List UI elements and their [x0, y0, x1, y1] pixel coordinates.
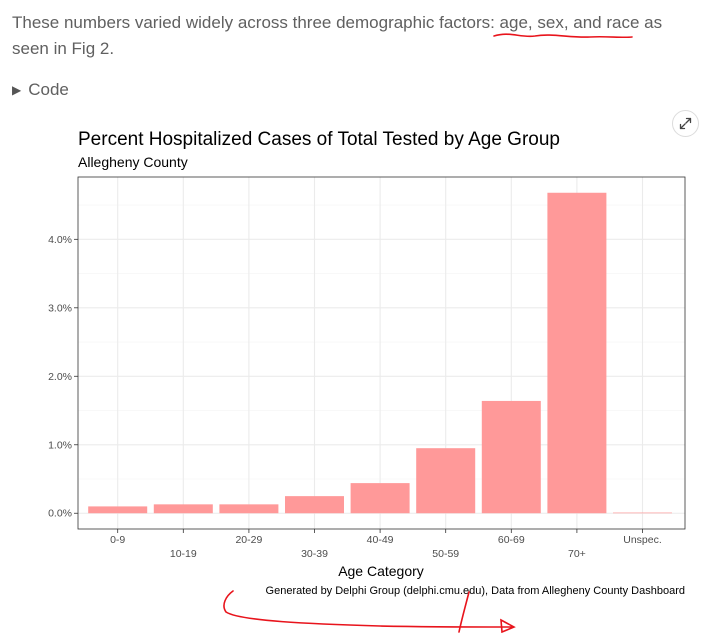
expand-arrows-icon — [679, 117, 692, 130]
bar-09 — [88, 506, 148, 514]
x-tick-label: 0-9 — [110, 534, 125, 546]
bar-6069 — [481, 400, 541, 514]
code-toggle[interactable]: ▶ Code — [12, 80, 69, 100]
triangle-right-icon: ▶ — [12, 83, 22, 97]
bars — [88, 192, 672, 514]
x-tick-label: 50-59 — [432, 548, 459, 560]
bar-unspec — [613, 512, 672, 514]
plot-panel — [77, 176, 686, 530]
chart-subtitle: Allegheny County — [78, 154, 188, 170]
expand-button[interactable] — [672, 110, 699, 137]
x-axis: 0-9 10-19 20-29 30-39 40-49 50-59 60-69 70+ Unsp… — [110, 529, 662, 560]
y-tick-label: 2.0% — [48, 371, 72, 383]
x-tick-label: 70+ — [568, 548, 586, 560]
x-tick-label: 60-69 — [498, 534, 525, 546]
arrow-annotation — [223, 590, 516, 633]
y-tick-label: 1.0% — [48, 439, 72, 451]
intro-paragraph: These numbers varied widely across three… — [12, 13, 663, 58]
bar-70 — [547, 192, 607, 514]
bar-1019 — [153, 504, 213, 514]
x-tick-label: 30-39 — [301, 548, 328, 560]
panel-border — [77, 176, 686, 530]
x-tick-label: 20-29 — [235, 534, 262, 546]
y-tick-label: 0.0% — [48, 508, 72, 520]
x-tick-label: Unspec. — [623, 534, 662, 546]
y-tick-label: 4.0% — [48, 234, 72, 246]
chart-caption: Generated by Delphi Group (delphi.cmu.ed… — [266, 585, 685, 597]
y-axis: 0.0% 1.0% 2.0% 3.0% 4.0% — [48, 234, 78, 520]
red-annotations — [223, 33, 633, 633]
bar-5059 — [416, 448, 476, 514]
chart-title: Percent Hospitalized Cases of Total Test… — [78, 129, 560, 150]
x-tick-label: 40-49 — [367, 534, 394, 546]
x-axis-title: Age Category — [338, 563, 424, 579]
x-tick-label: 10-19 — [170, 548, 197, 560]
bar-2029 — [219, 504, 279, 514]
bar-4049 — [350, 483, 410, 514]
code-toggle-label: Code — [28, 80, 69, 99]
y-tick-label: 3.0% — [48, 302, 72, 314]
underline-annotation — [493, 33, 633, 39]
bar-3039 — [285, 496, 344, 514]
